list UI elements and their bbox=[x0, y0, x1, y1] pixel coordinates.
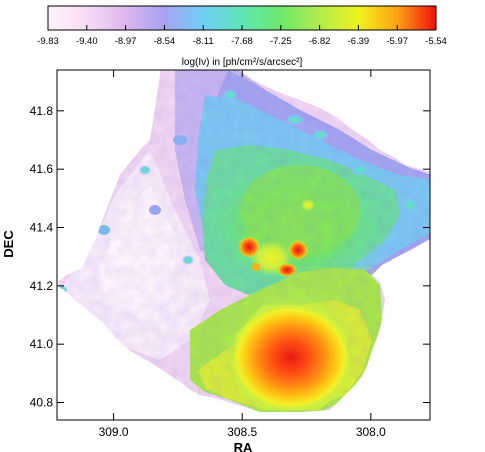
x-axis-title: RA bbox=[234, 440, 253, 452]
plot-frame bbox=[56, 69, 431, 421]
brightest-source bbox=[232, 305, 350, 410]
colorbar-label: log(Iν) in [ph/cm²/s/arcsec²] bbox=[182, 57, 303, 68]
y-tick-label: 41.2 bbox=[30, 279, 54, 293]
colorbar-tick-label: -9.83 bbox=[37, 36, 59, 47]
y-tick-label: 41.6 bbox=[30, 162, 54, 176]
source-knot bbox=[288, 240, 308, 260]
y-tick-label: 41.8 bbox=[30, 104, 54, 118]
colorbar-tick-label: -8.97 bbox=[115, 36, 137, 47]
colorbar-tick-label: -6.82 bbox=[309, 36, 331, 47]
y-tick-label: 40.8 bbox=[30, 396, 54, 410]
colorbar-tick-label: -8.11 bbox=[193, 36, 214, 47]
axes: 309.0 308.5 308.0 40.8 41.0 41.2 41.4 41.6 41.8… bbox=[1, 69, 431, 452]
x-tick-label: 308.5 bbox=[227, 425, 257, 439]
source-knot bbox=[238, 236, 260, 258]
colorbar-tick-label: -6.39 bbox=[348, 36, 370, 47]
x-axis: 309.0 308.5 308.0 bbox=[99, 70, 386, 439]
colorbar-ticks: -9.83 -9.40 -8.97 -8.54 -8.11 -7.68 -7.25 -6.82… bbox=[37, 25, 447, 47]
colorbar-tick-label: -9.40 bbox=[76, 36, 98, 47]
y-tick-label: 41.4 bbox=[30, 221, 54, 235]
y-axis: 40.8 41.0 41.2 41.4 41.6 41.8 bbox=[30, 104, 430, 410]
x-tick-label: 308.0 bbox=[356, 425, 386, 439]
colorbar-tick-label: -7.25 bbox=[270, 36, 292, 47]
colorbar-tick-label: -5.54 bbox=[425, 36, 447, 47]
y-axis-title: DEC bbox=[1, 230, 16, 258]
colorbar-tick-label: -8.54 bbox=[154, 36, 176, 47]
source-knot bbox=[277, 263, 297, 277]
colorbar-tick-label: -7.68 bbox=[231, 36, 253, 47]
colorbar: -9.83 -9.40 -8.97 -8.54 -8.11 -7.68 -7.25 -6.82… bbox=[37, 5, 447, 68]
x-tick-label: 309.0 bbox=[99, 425, 129, 439]
heatmap bbox=[58, 70, 430, 412]
y-tick-label: 41.0 bbox=[30, 337, 54, 351]
colorbar-tick-label: -5.97 bbox=[386, 36, 408, 47]
